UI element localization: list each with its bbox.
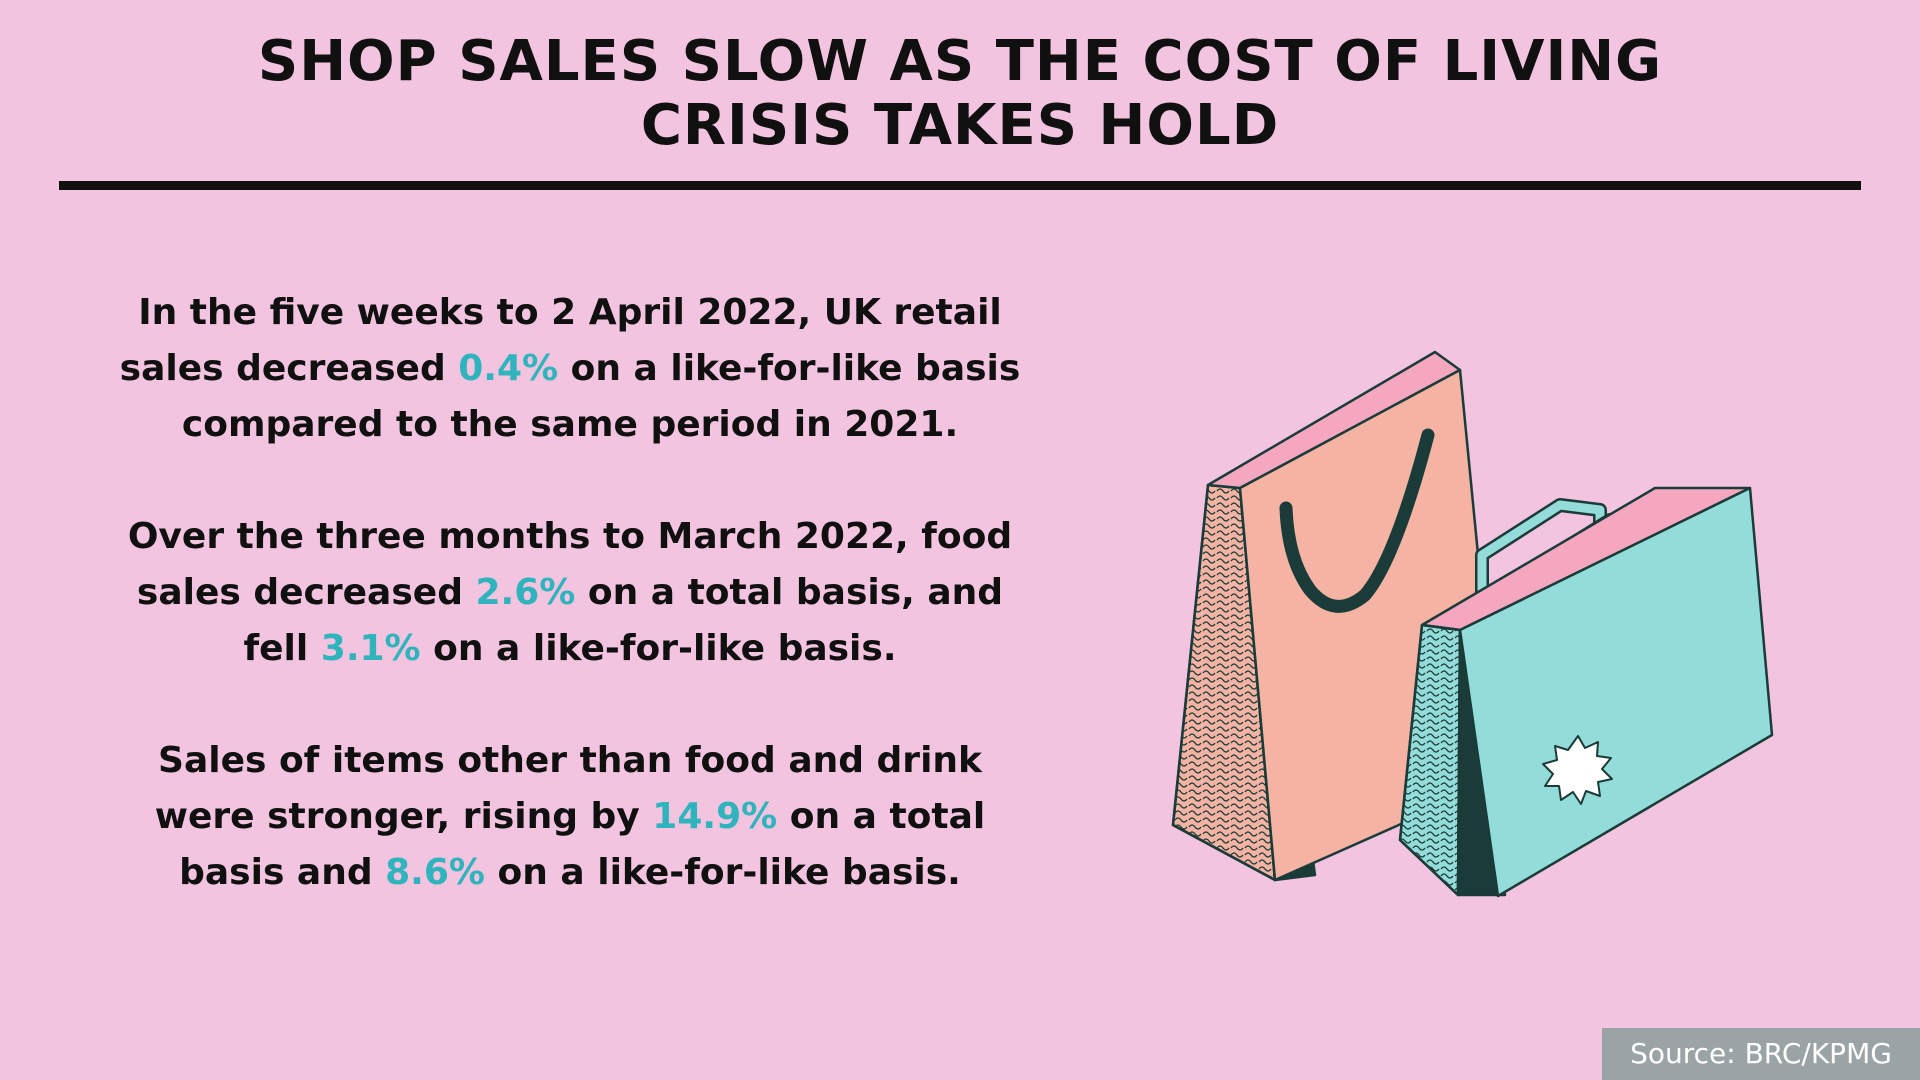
page-title: SHOP SALES SLOW AS THE COST OF LIVING CR… — [0, 30, 1920, 158]
stat-food-total: 2.6% — [475, 572, 576, 613]
paragraph-food-sales: Over the three months to March 2022, foo… — [110, 509, 1030, 677]
paragraph-non-food-sales: Sales of items other than food and drink… — [110, 733, 1030, 901]
stat-like-for-like-retail: 0.4% — [458, 348, 559, 389]
paragraph-retail-sales: In the five weeks to 2 April 2022, UK re… — [110, 285, 1030, 453]
stat-non-food-total: 14.9% — [652, 796, 778, 837]
stat-non-food-like-for-like: 8.6% — [385, 852, 485, 893]
title-divider — [59, 181, 1861, 190]
text-segment: on a total basis and — [179, 796, 986, 893]
title-line-1: SHOP SALES SLOW AS THE COST OF LIVING — [257, 29, 1663, 94]
shopping-bag-teal-icon — [1398, 486, 1774, 898]
stat-food-like-for-like: 3.1% — [320, 628, 421, 669]
text-segment: In the five weeks to 2 April 2022, UK re… — [119, 292, 1002, 389]
text-segment: on a total basis, and fell — [243, 572, 1004, 669]
title-line-2: CRISIS TAKES HOLD — [640, 93, 1280, 158]
body-text: In the five weeks to 2 April 2022, UK re… — [110, 285, 1030, 901]
text-segment: on a like-for-like basis compared to the… — [181, 348, 1021, 445]
text-segment: Sales of items other than food and drink… — [154, 740, 982, 837]
text-segment: on a like-for-like basis. — [484, 852, 961, 893]
shopping-bags-illustration — [1171, 350, 1774, 898]
source-label: Source: BRC/KPMG — [1602, 1028, 1920, 1080]
text-segment: on a like-for-like basis. — [420, 628, 897, 669]
text-segment: Over the three months to March 2022, foo… — [127, 516, 1013, 613]
